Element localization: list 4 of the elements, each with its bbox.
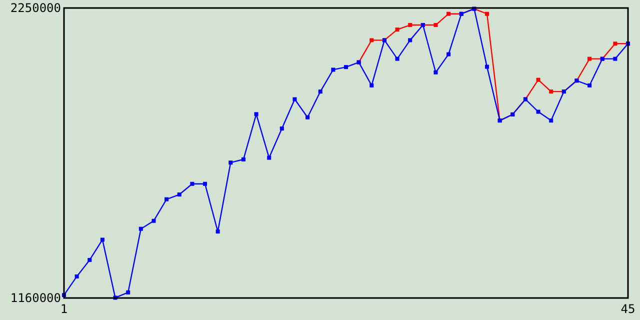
x-tick-label: 1 (60, 302, 68, 316)
y-tick-label: 2250000 (10, 1, 61, 16)
y-tick-label: 1160000 (10, 291, 61, 306)
x-tick-label: 45 (620, 302, 636, 316)
